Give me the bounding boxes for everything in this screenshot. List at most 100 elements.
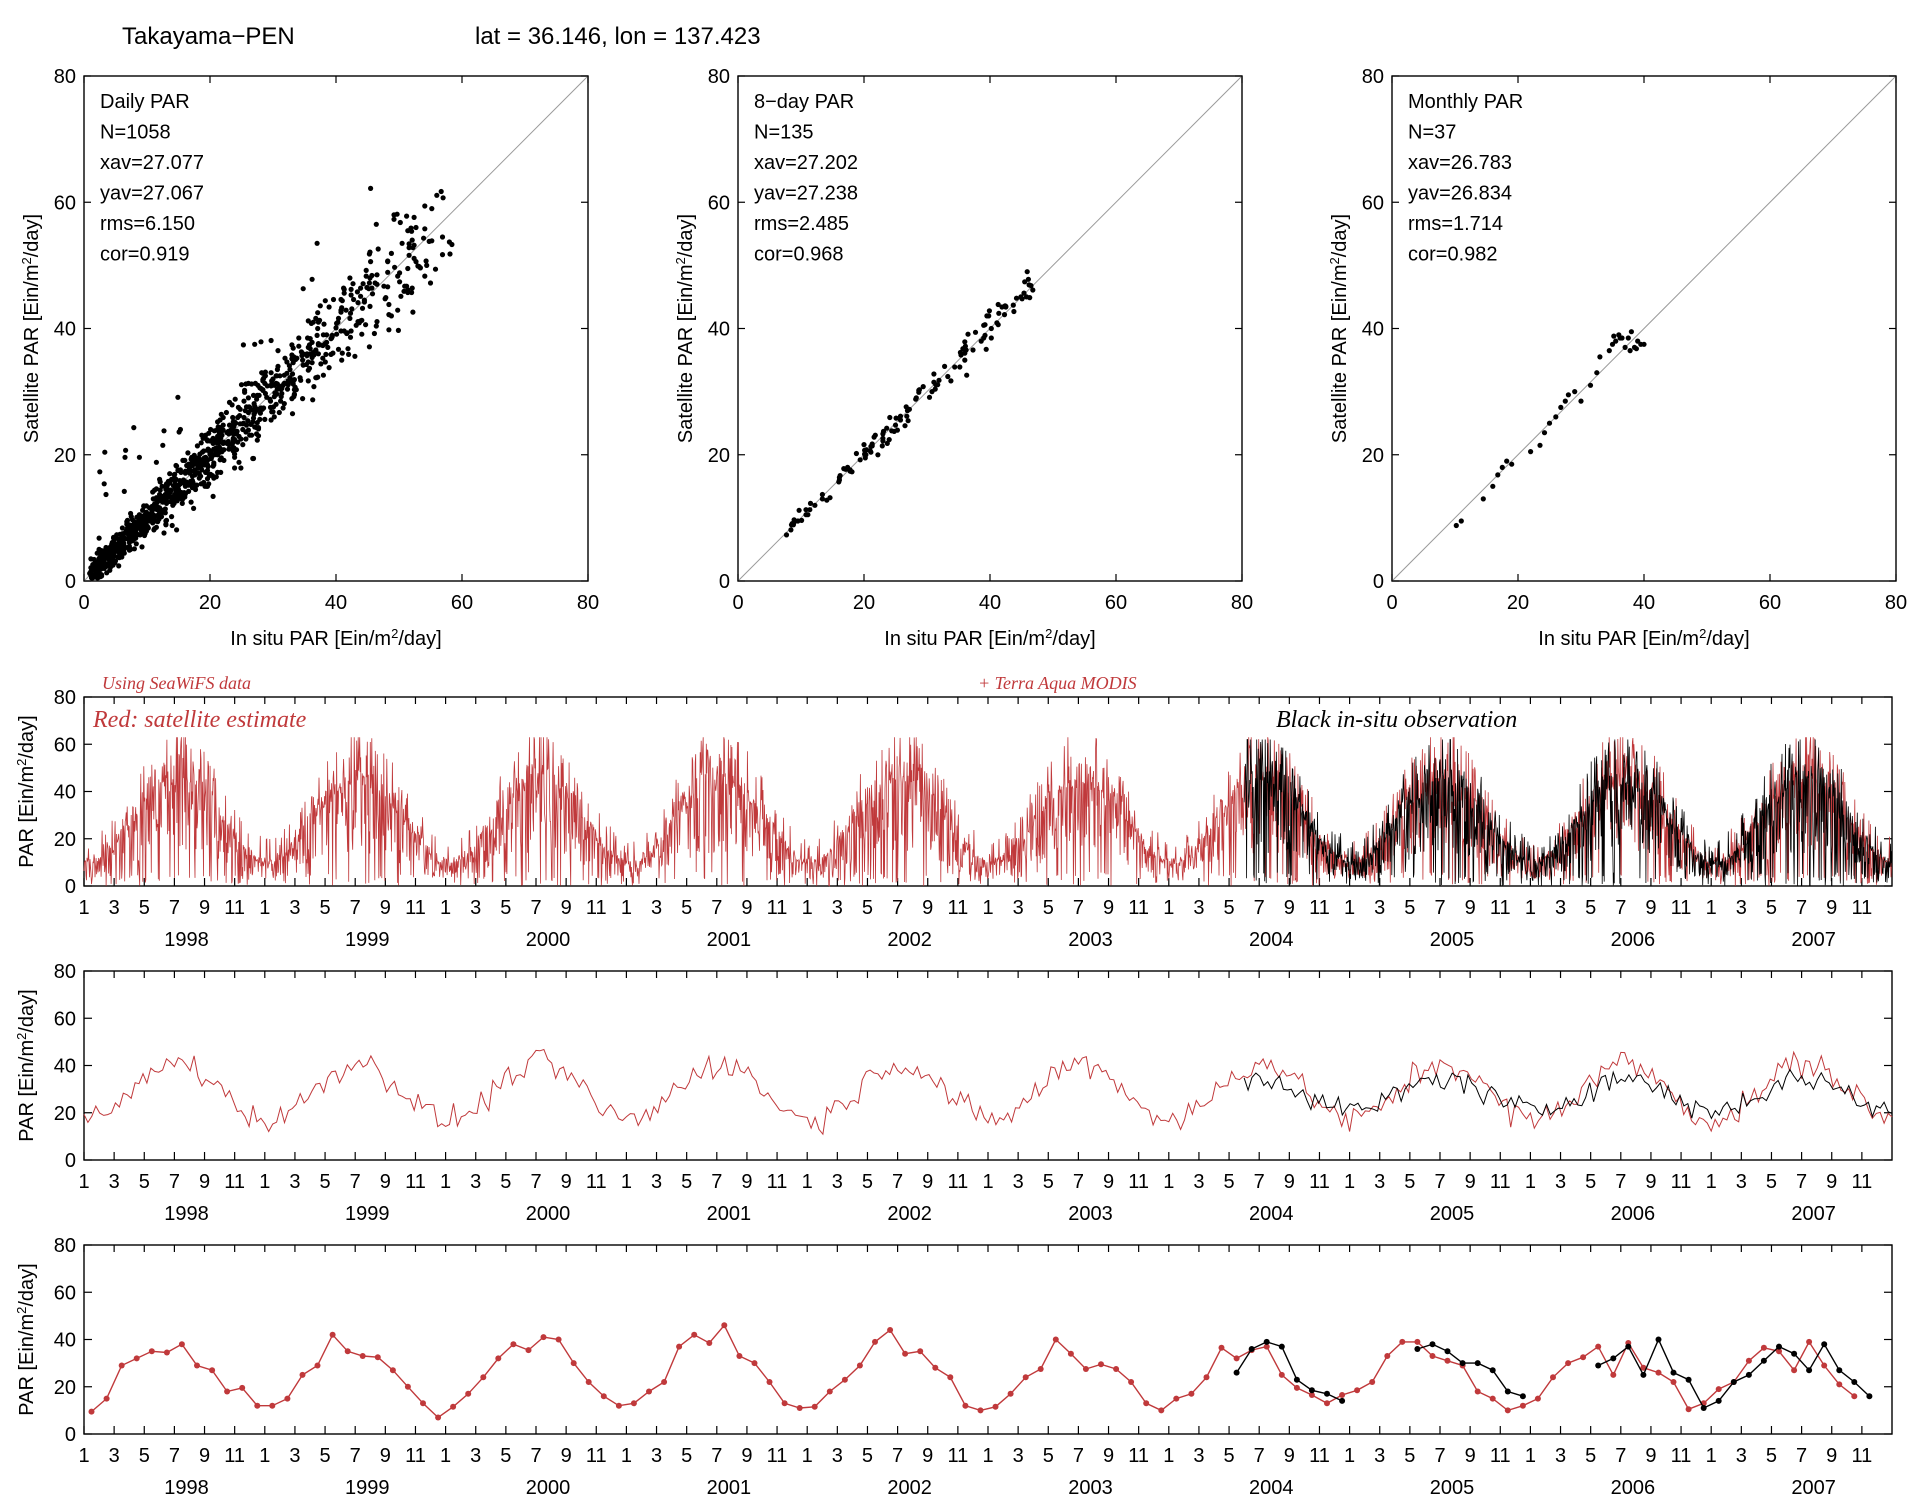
y-tick-label: 40 xyxy=(54,319,76,341)
x-tick-label: 60 xyxy=(1105,592,1127,614)
data-point xyxy=(871,434,877,440)
data-point xyxy=(361,297,367,303)
data-point xyxy=(368,259,374,265)
year-label: 2006 xyxy=(1611,929,1656,951)
data-point xyxy=(1606,348,1612,354)
data-point xyxy=(1458,518,1464,524)
series-point xyxy=(1670,1369,1677,1376)
month-tick-label: 3 xyxy=(832,1171,843,1193)
data-point xyxy=(962,339,968,345)
month-tick-label: 7 xyxy=(1073,897,1084,919)
stat-line: rms=1.714 xyxy=(1408,213,1503,235)
data-point xyxy=(238,465,244,471)
month-tick-label: 11 xyxy=(1671,1171,1692,1193)
year-label: 2005 xyxy=(1430,929,1475,951)
data-point xyxy=(366,286,372,292)
series-point xyxy=(1655,1336,1662,1343)
series-point xyxy=(1474,1360,1481,1367)
scatter-panel-1: 0 20 40 60 80 0 20 40 60 80 In situ PAR [Ein/m2/da… xyxy=(19,66,599,650)
series-point xyxy=(1308,1387,1315,1394)
series-point xyxy=(1022,1374,1029,1381)
data-point xyxy=(1625,335,1631,341)
year-label: 2006 xyxy=(1611,1203,1656,1225)
data-point xyxy=(211,460,217,466)
data-point xyxy=(863,447,869,453)
data-point xyxy=(1546,420,1553,426)
data-point xyxy=(887,414,893,421)
y-tick-label: 0 xyxy=(65,1424,76,1446)
data-point xyxy=(111,540,117,546)
data-point xyxy=(272,390,278,396)
month-tick-label: 5 xyxy=(681,1171,692,1193)
month-tick-label: 1 xyxy=(1525,1445,1536,1467)
data-point xyxy=(90,562,97,568)
data-point xyxy=(162,497,168,503)
data-point xyxy=(196,464,202,470)
data-point xyxy=(123,447,129,453)
month-tick-label: 11 xyxy=(586,1445,607,1467)
year-label: 2001 xyxy=(707,1477,752,1499)
data-point xyxy=(422,203,428,209)
data-point xyxy=(167,488,173,494)
series-point xyxy=(1610,1371,1617,1378)
y-tick-label: 80 xyxy=(54,687,76,709)
series-point xyxy=(224,1388,231,1395)
location-title: lat = 36.146, lon = 137.423 xyxy=(475,23,761,50)
series-point xyxy=(1685,1376,1692,1383)
data-point xyxy=(203,469,209,475)
data-point xyxy=(157,479,163,485)
data-point xyxy=(187,464,193,470)
data-point xyxy=(139,544,145,550)
data-point xyxy=(107,546,113,552)
data-point xyxy=(1528,449,1534,455)
data-point xyxy=(112,545,119,551)
data-point xyxy=(141,532,148,539)
data-point xyxy=(256,392,262,398)
in-situ-legend-label: Black in-situ observation xyxy=(1276,707,1517,733)
data-point xyxy=(410,309,416,315)
data-point xyxy=(280,405,286,411)
month-tick-label: 3 xyxy=(1013,1171,1024,1193)
data-point xyxy=(1480,496,1486,502)
data-point xyxy=(169,496,175,502)
month-tick-label: 11 xyxy=(1851,1171,1872,1193)
series-point xyxy=(947,1374,954,1381)
month-tick-label: 11 xyxy=(947,897,968,919)
year-label: 1998 xyxy=(164,1203,209,1225)
data-point xyxy=(406,252,412,258)
month-tick-label: 11 xyxy=(767,1445,788,1467)
year-label: 2007 xyxy=(1791,1203,1836,1225)
month-tick-label: 5 xyxy=(1043,1445,1054,1467)
data-point xyxy=(1597,354,1603,360)
series-point xyxy=(872,1338,878,1345)
month-tick-label: 1 xyxy=(78,1171,89,1193)
series-point xyxy=(1339,1397,1346,1404)
data-point xyxy=(857,457,863,463)
month-tick-label: 9 xyxy=(1826,1445,1837,1467)
data-point xyxy=(254,425,260,431)
year-label: 2004 xyxy=(1249,929,1294,951)
month-tick-label: 1 xyxy=(802,897,813,919)
data-point xyxy=(845,464,851,470)
month-tick-label: 11 xyxy=(1490,1171,1511,1193)
data-point xyxy=(220,440,226,446)
stat-line: yav=27.238 xyxy=(754,183,858,205)
month-tick-label: 5 xyxy=(1766,897,1777,919)
series-point xyxy=(1745,1357,1752,1364)
data-point xyxy=(307,336,313,342)
data-point xyxy=(360,281,366,287)
series-point xyxy=(1625,1343,1632,1350)
series-point xyxy=(1776,1348,1782,1355)
series-point xyxy=(1158,1407,1165,1414)
data-point xyxy=(962,357,968,363)
data-point xyxy=(299,353,305,359)
data-point xyxy=(1003,304,1009,310)
series-point xyxy=(796,1405,803,1411)
data-point xyxy=(347,315,353,321)
data-point xyxy=(836,479,842,485)
data-point xyxy=(986,313,992,319)
data-point xyxy=(392,264,398,270)
month-tick-label: 1 xyxy=(440,1171,451,1193)
series-point xyxy=(1836,1367,1843,1374)
data-point xyxy=(104,555,110,561)
